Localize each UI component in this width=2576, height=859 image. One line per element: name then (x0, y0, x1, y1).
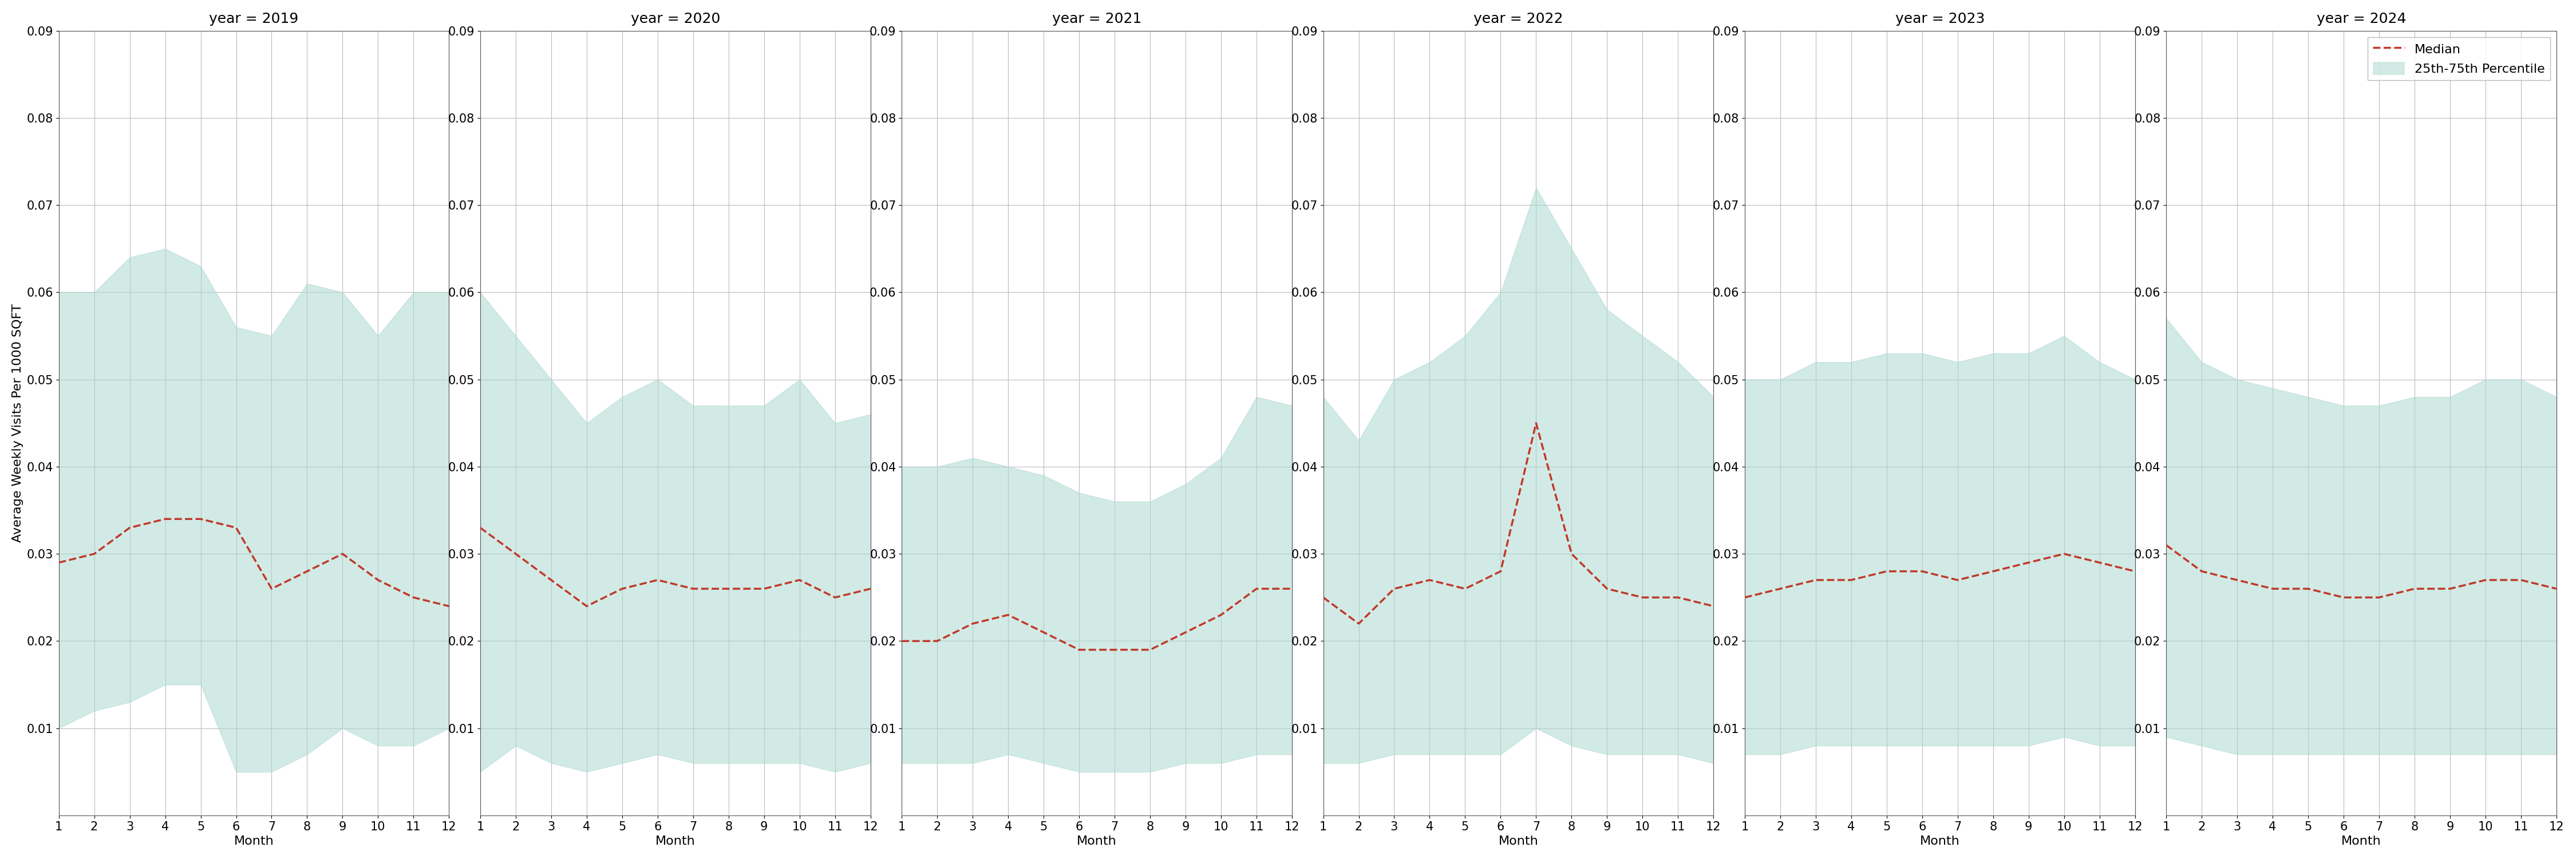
Median (992, 610, 1023, 620)
Line: Median: Median (1744, 554, 2136, 598)
Median (1278, 583, 1309, 594)
Y-axis label: Average Weekly Visits Per 1000 SQFT: Average Weekly Visits Per 1000 SQFT (13, 304, 23, 542)
Median (80, 549, 111, 559)
Median (1978, 566, 2009, 576)
Title: year = 2021: year = 2021 (1051, 12, 1141, 26)
Median (2048, 549, 2079, 559)
Median (1870, 566, 1901, 576)
Median (363, 575, 394, 585)
Median (2151, 540, 2182, 551)
X-axis label: Month: Month (1919, 836, 1960, 847)
Median (255, 583, 286, 594)
Median (500, 549, 531, 559)
Median (1486, 566, 1517, 576)
Line: Median: Median (479, 527, 871, 606)
Median (677, 583, 708, 594)
X-axis label: Month: Month (654, 836, 696, 847)
Median (783, 575, 814, 585)
Median (2540, 583, 2571, 594)
Median (2434, 583, 2465, 594)
Median (1100, 644, 1131, 655)
Median (1342, 618, 1373, 629)
X-axis label: Month: Month (234, 836, 273, 847)
Title: year = 2022: year = 2022 (1473, 12, 1564, 26)
Median (1414, 575, 1445, 585)
Median (1662, 593, 1692, 603)
Median (1801, 575, 1832, 585)
Median (2187, 566, 2218, 576)
Median (222, 522, 252, 533)
Median (958, 618, 989, 629)
Title: year = 2020: year = 2020 (631, 12, 721, 26)
Median (1133, 644, 1164, 655)
Median (149, 514, 180, 524)
X-axis label: Month: Month (1499, 836, 1538, 847)
Line: Median: Median (1324, 423, 1713, 624)
Median (1028, 627, 1059, 637)
Median (464, 522, 495, 533)
X-axis label: Month: Month (1077, 836, 1118, 847)
Median (1628, 593, 1659, 603)
Title: year = 2019: year = 2019 (209, 12, 299, 26)
Median (1206, 610, 1236, 620)
Median (1064, 644, 1095, 655)
Median (2470, 575, 2501, 585)
X-axis label: Month: Month (2342, 836, 2380, 847)
Median (1592, 583, 1623, 594)
Median (2012, 557, 2043, 568)
Legend: Median, 25th-75th Percentile: Median, 25th-75th Percentile (2367, 37, 2550, 80)
Title: year = 2023: year = 2023 (1896, 12, 1984, 26)
Median (886, 636, 917, 646)
Median (2120, 566, 2151, 576)
Median (433, 601, 464, 612)
Median (1698, 601, 1728, 612)
Line: Median: Median (902, 588, 1293, 649)
Median (1556, 549, 1587, 559)
Median (2084, 557, 2115, 568)
Median (44, 557, 75, 568)
Median (922, 636, 953, 646)
Line: Median: Median (2166, 545, 2555, 598)
Median (2398, 583, 2429, 594)
Line: Median: Median (59, 519, 448, 606)
Median (113, 522, 144, 533)
Median (608, 583, 639, 594)
Median (2329, 593, 2360, 603)
Median (1906, 566, 1937, 576)
Median (2506, 575, 2537, 585)
Median (185, 514, 216, 524)
Median (1378, 583, 1409, 594)
Median (536, 575, 567, 585)
Median (1765, 583, 1795, 594)
Median (2293, 583, 2324, 594)
Median (819, 593, 850, 603)
Median (2365, 593, 2396, 603)
Median (1728, 593, 1759, 603)
Median (641, 575, 672, 585)
Median (399, 593, 430, 603)
Median (855, 583, 886, 594)
Median (2257, 583, 2287, 594)
Median (1520, 418, 1551, 429)
Median (327, 549, 358, 559)
Median (1242, 583, 1273, 594)
Median (750, 583, 781, 594)
Title: year = 2024: year = 2024 (2316, 12, 2406, 26)
Median (714, 583, 744, 594)
Median (1837, 575, 1868, 585)
Median (2221, 575, 2251, 585)
Median (291, 566, 322, 576)
Median (1170, 627, 1200, 637)
Median (1309, 593, 1340, 603)
Median (1942, 575, 1973, 585)
Median (572, 601, 603, 612)
Median (1450, 583, 1481, 594)
